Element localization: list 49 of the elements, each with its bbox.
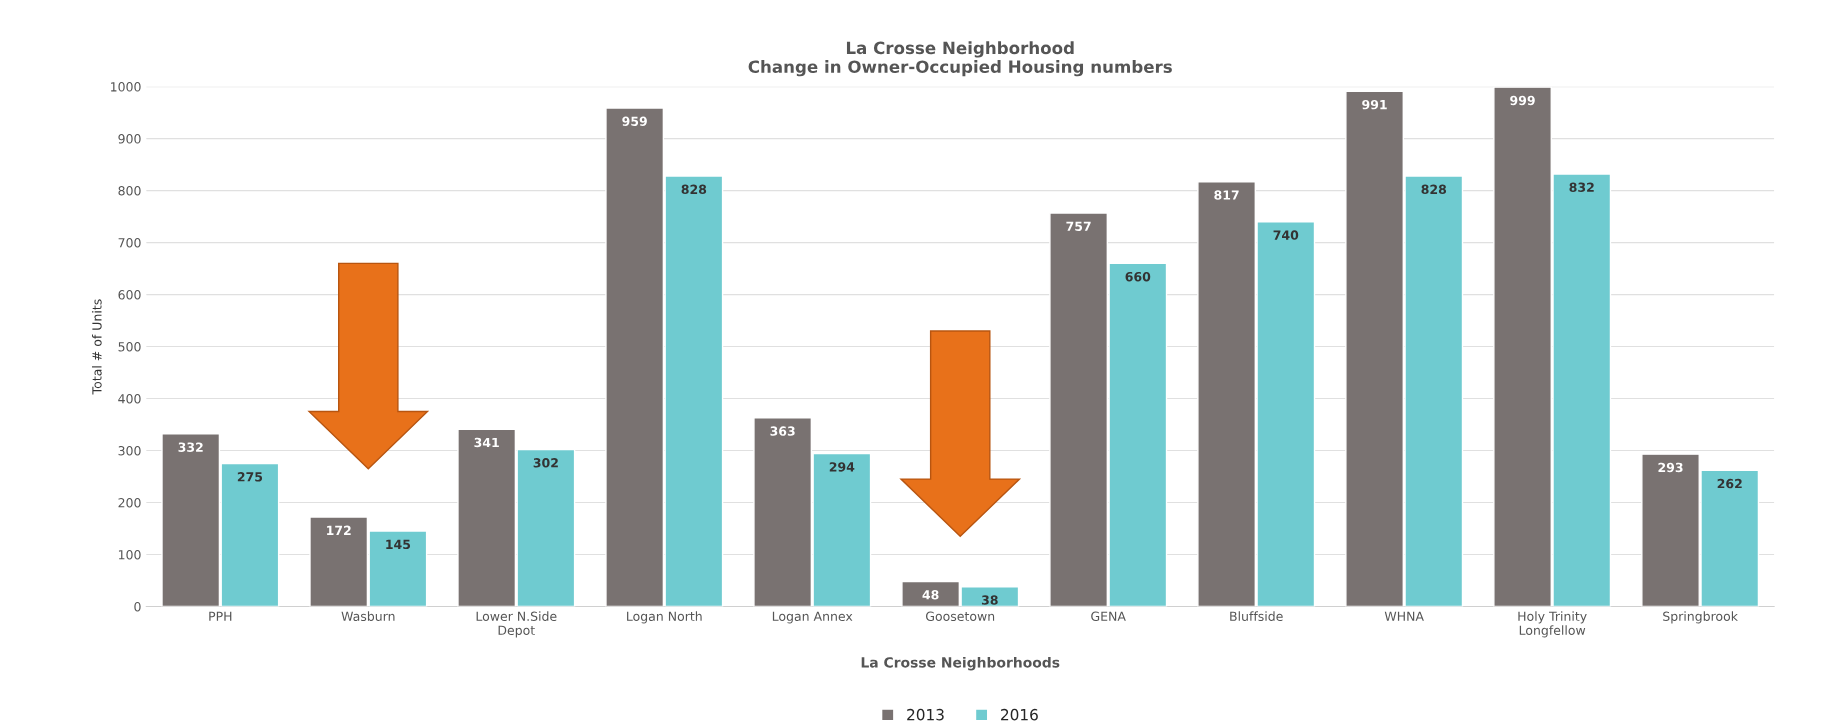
x-tick-label: WHNA — [1384, 611, 1424, 621]
x-tick-label: Bluffside — [1230, 611, 1283, 622]
data-label: 828 — [681, 184, 707, 195]
data-label: 660 — [1125, 271, 1151, 282]
data-label: 172 — [327, 525, 351, 535]
x-axis-title: La Crosse Neighborhoods — [861, 656, 1060, 671]
data-label: 48 — [922, 590, 939, 600]
data-label: 275 — [237, 472, 263, 482]
legend-label: 2016 — [1001, 708, 1038, 721]
data-label: 145 — [386, 539, 411, 550]
data-label: 363 — [770, 426, 795, 436]
data-label: 332 — [178, 442, 203, 452]
data-label: 302 — [533, 458, 558, 468]
x-tick-label: Goosetown — [925, 611, 995, 622]
x-tick-label: GENA — [1091, 611, 1126, 622]
data-label: 294 — [829, 462, 855, 472]
x-tick-label: Holy Trinity Longfellow — [1518, 611, 1587, 638]
data-label: 991 — [1362, 99, 1387, 110]
data-label: 757 — [1066, 221, 1091, 231]
y-tick-label: 900 — [118, 134, 141, 144]
x-tick-label: Wasburn — [341, 611, 395, 622]
y-tick-label: 0 — [134, 601, 141, 612]
y-tick-label: 500 — [118, 342, 141, 352]
legend-label: 2013 — [907, 708, 944, 721]
x-tick-label: PPH — [209, 611, 232, 621]
y-axis-title: Total # of Units — [91, 299, 102, 395]
chart-title: La Crosse Neighborhood Change in Owner-Occupied Housing numbers — [748, 41, 1172, 77]
y-tick-label: 100 — [118, 549, 141, 560]
x-tick-label: Logan Annex — [772, 611, 853, 624]
data-label: 293 — [1658, 462, 1683, 473]
y-tick-label: 1000 — [111, 82, 141, 92]
y-tick-label: 400 — [118, 394, 141, 404]
data-label: 740 — [1273, 230, 1299, 240]
data-label: 38 — [981, 595, 998, 605]
y-tick-label: 600 — [118, 290, 141, 300]
x-tick-label: Lower N.Side Depot — [476, 611, 557, 638]
data-label: 832 — [1569, 182, 1594, 192]
data-label: 817 — [1214, 190, 1239, 200]
y-tick-label: 800 — [118, 186, 141, 196]
y-tick-label: 300 — [118, 446, 141, 456]
x-tick-label: Springbrook — [1663, 611, 1738, 624]
y-tick-label: 200 — [118, 497, 141, 508]
data-label: 999 — [1510, 95, 1535, 106]
data-label: 341 — [474, 437, 499, 448]
data-label: 262 — [1717, 478, 1742, 489]
y-tick-label: 700 — [118, 238, 141, 248]
data-label: 828 — [1421, 184, 1447, 195]
data-label: 959 — [622, 116, 647, 126]
x-tick-label: Logan North — [627, 611, 702, 624]
